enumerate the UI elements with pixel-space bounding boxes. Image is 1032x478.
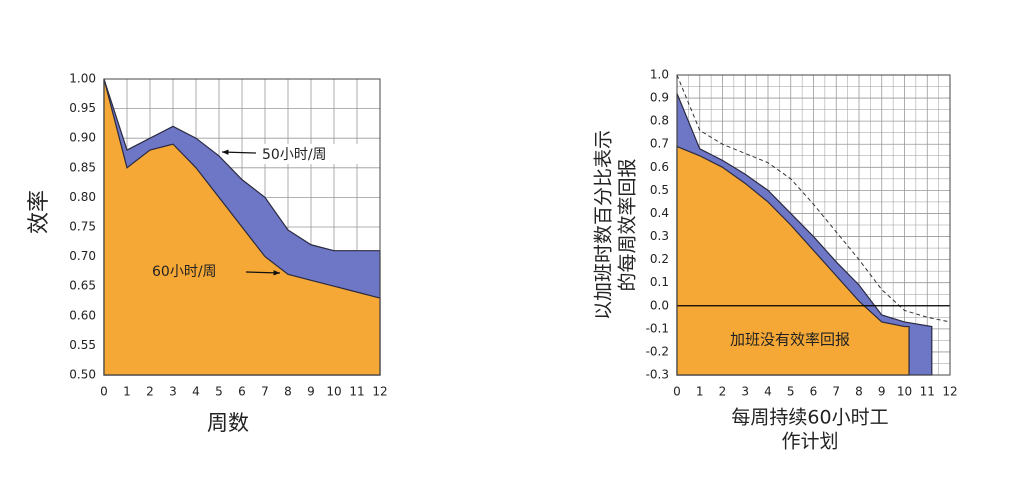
x-axis-label: 作计划 (781, 431, 838, 453)
x-tick-label: 6 (238, 385, 246, 399)
x-tick-label: 8 (284, 385, 292, 399)
x-tick-label: 11 (920, 385, 935, 399)
x-tick-label: 3 (741, 385, 749, 399)
y-axis-label: 效率 (27, 190, 52, 234)
x-tick-label: 12 (942, 385, 957, 399)
y-tick-label: 0.55 (69, 338, 96, 352)
x-tick-label: 8 (855, 385, 863, 399)
plots: 0 1 2 3 4 5 6 7 8 9 10 11 120.500.550.600.650.700.75… (69, 68, 957, 399)
y-tick-label: -0.2 (646, 344, 669, 358)
x-tick-label: 5 (215, 385, 223, 399)
plot-frame (676, 74, 951, 376)
area (676, 145, 910, 376)
y-tick-label: -0.1 (646, 321, 669, 335)
x-tick-label: 4 (192, 385, 200, 399)
plot-frame (103, 78, 381, 376)
y-tick-label: 0.1 (650, 275, 669, 289)
y-tick-label: 0.95 (69, 101, 96, 115)
series-label: 60小时/周 (152, 264, 217, 280)
y-tick-label: 0.70 (69, 249, 96, 263)
y-tick-label: 0.75 (69, 220, 96, 234)
x-tick-label: 10 (326, 385, 341, 399)
y-axis-label: 的每周效率回报 (617, 158, 639, 291)
x-tick-label: 5 (787, 385, 795, 399)
arrow-head (273, 270, 280, 276)
y-tick-label: 0.7 (650, 137, 669, 151)
y-tick-label: 0.3 (650, 229, 669, 243)
y-axis-label: 以加班时数百分比表示 (593, 130, 615, 320)
y-tick-label: 0.85 (69, 160, 96, 174)
x-tick-label: 6 (810, 385, 818, 399)
x-tick-label: 1 (696, 385, 704, 399)
x-tick-label: 11 (349, 385, 364, 399)
y-tick-label: -0.3 (646, 368, 669, 382)
x-tick-label: 9 (878, 385, 886, 399)
y-tick-label: 0.8 (650, 114, 669, 128)
y-tick-label: 0.80 (69, 190, 96, 204)
y-tick-label: 0.2 (650, 252, 669, 266)
y-tick-label: 0.4 (650, 206, 669, 220)
y-tick-label: 0.0 (650, 298, 669, 312)
y-tick-label: 0.90 (69, 131, 96, 145)
x-tick-label: 7 (261, 385, 269, 399)
x-tick-label: 1 (123, 385, 131, 399)
series-label: 50小时/周 (262, 147, 327, 163)
y-tick-label: 0.65 (69, 279, 96, 293)
x-tick-label: 0 (673, 385, 681, 399)
x-tick-label: 3 (169, 385, 177, 399)
x-tick-label: 12 (372, 385, 387, 399)
y-tick-label: 0.50 (69, 368, 96, 382)
label-background (258, 144, 360, 164)
x-tick-label: 7 (832, 385, 840, 399)
x-axis-label: 周数 (207, 411, 249, 435)
y-tick-label: 0.5 (650, 183, 669, 197)
y-tick-label: 0.9 (650, 91, 669, 105)
x-tick-label: 9 (307, 385, 315, 399)
y-tick-label: 0.6 (650, 160, 669, 174)
annotation: 加班没有效率回报 (730, 331, 850, 349)
y-tick-label: 0.60 (69, 308, 96, 322)
y-tick-label: 1.00 (69, 72, 96, 86)
x-tick-label: 2 (719, 385, 727, 399)
x-tick-label: 10 (897, 385, 912, 399)
dashed-line (676, 74, 951, 323)
arrow-head (222, 149, 229, 155)
y-tick-label: 1.0 (650, 68, 669, 82)
x-tick-label: 0 (100, 385, 108, 399)
x-axis-label: 每周持续60小时工 (731, 407, 888, 429)
x-tick-label: 4 (764, 385, 772, 399)
x-tick-label: 2 (146, 385, 154, 399)
